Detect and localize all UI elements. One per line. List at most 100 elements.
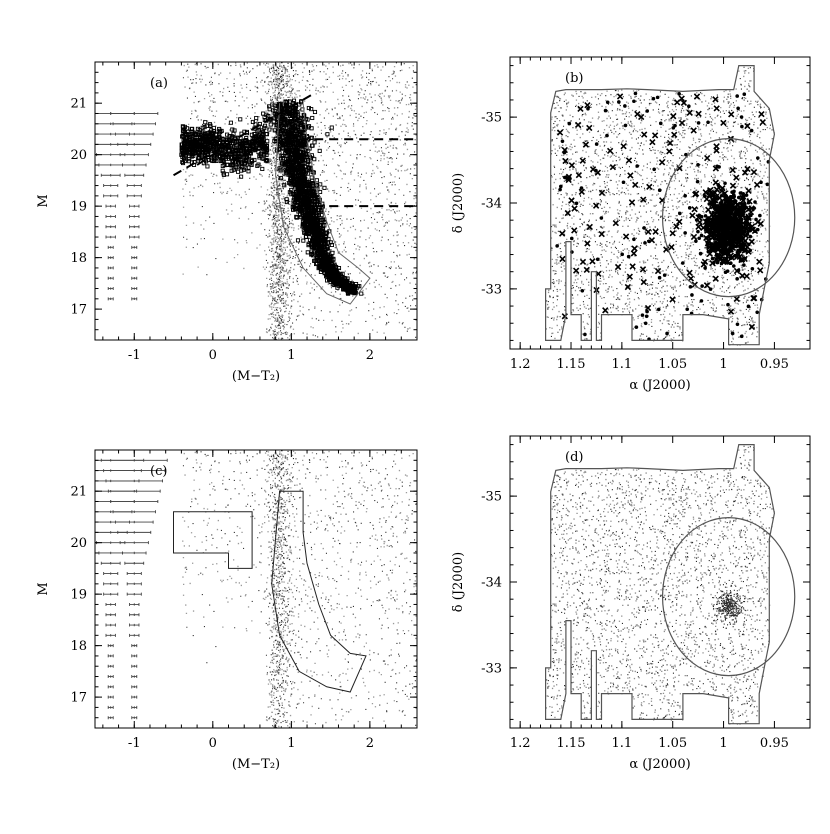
member-cross xyxy=(717,226,724,233)
member-star xyxy=(280,161,285,166)
x-tick-label: 1 xyxy=(719,357,727,372)
member-cross xyxy=(731,225,738,233)
member-star xyxy=(192,146,197,151)
plot-area xyxy=(95,62,417,340)
member-star xyxy=(306,212,312,217)
member-dot xyxy=(755,227,760,232)
member-star xyxy=(286,110,291,116)
member-cross xyxy=(712,179,719,186)
member-dot xyxy=(729,233,734,238)
member-cross xyxy=(733,174,740,181)
member-star xyxy=(265,139,270,144)
error-bar xyxy=(129,235,140,239)
member-dot xyxy=(738,191,743,195)
member-star xyxy=(211,158,217,164)
member-star xyxy=(228,120,233,125)
member-dot xyxy=(728,261,733,266)
member-cross xyxy=(568,162,576,169)
member-star xyxy=(252,157,257,163)
member-dot xyxy=(739,334,744,339)
member-star xyxy=(317,223,323,228)
member-cross xyxy=(759,119,766,126)
member-cross xyxy=(568,197,575,204)
member-dot xyxy=(706,216,710,220)
panel-letter: (d) xyxy=(565,450,583,465)
member-star xyxy=(181,124,186,129)
member-cross xyxy=(753,181,761,188)
x-tick-label: -1 xyxy=(128,736,141,751)
member-star xyxy=(340,271,345,276)
member-dot xyxy=(731,192,736,197)
error-bar xyxy=(107,287,114,291)
member-dot xyxy=(715,233,720,238)
member-dot xyxy=(695,179,700,184)
member-cross xyxy=(575,171,583,179)
plot-area xyxy=(95,450,417,728)
member-dot xyxy=(708,287,713,291)
member-star xyxy=(240,161,245,166)
error-bar xyxy=(114,132,154,136)
error-bar xyxy=(107,664,114,668)
member-star xyxy=(230,149,235,154)
member-dot xyxy=(742,229,747,234)
member-star xyxy=(342,286,347,291)
member-star xyxy=(256,149,261,155)
error-bar xyxy=(107,297,114,301)
member-cross xyxy=(724,247,731,254)
member-star xyxy=(249,161,254,166)
error-bar xyxy=(95,530,128,534)
member-star xyxy=(244,151,250,156)
member-star xyxy=(286,141,292,146)
member-cross xyxy=(627,172,634,179)
member-dot xyxy=(753,200,757,204)
member-star xyxy=(254,115,259,121)
member-dot xyxy=(731,244,736,249)
member-star xyxy=(188,137,193,142)
member-star xyxy=(210,147,215,152)
member-cross xyxy=(562,157,569,165)
member-dot xyxy=(656,307,661,312)
member-cross xyxy=(644,304,652,312)
error-bar xyxy=(107,685,114,689)
member-dot xyxy=(605,133,609,138)
member-star xyxy=(359,291,364,296)
error-bar xyxy=(105,623,116,627)
member-dot xyxy=(736,106,740,111)
member-cross xyxy=(673,223,680,230)
member-star xyxy=(322,223,327,228)
member-star xyxy=(206,147,211,152)
member-cross xyxy=(612,219,619,227)
member-cross xyxy=(692,191,699,198)
member-star xyxy=(224,147,229,152)
member-star xyxy=(278,136,283,141)
member-star xyxy=(202,145,207,150)
survey-footprint-outline xyxy=(545,65,776,346)
member-star xyxy=(209,131,214,136)
member-star xyxy=(295,187,300,192)
member-dot xyxy=(657,275,662,280)
member-dot xyxy=(683,193,687,198)
member-star xyxy=(207,142,212,147)
member-dot xyxy=(740,124,744,129)
member-star xyxy=(294,183,299,188)
member-star xyxy=(323,246,328,252)
member-star xyxy=(354,286,359,291)
error-bar xyxy=(107,695,114,699)
member-dot xyxy=(647,239,651,244)
error-bar xyxy=(107,489,161,493)
member-star xyxy=(301,112,306,117)
member-cross xyxy=(565,176,572,184)
member-star xyxy=(302,144,307,149)
member-star xyxy=(306,226,311,231)
member-cross xyxy=(564,209,571,217)
error-bar xyxy=(129,623,140,627)
member-cross xyxy=(741,169,749,176)
y-tick-label: 19 xyxy=(70,200,87,215)
panel-c-cmd: -1 0 1 2 17 18 19 20 21 (M−T₂) M (c) xyxy=(36,449,418,772)
error-bar xyxy=(126,572,142,576)
member-star xyxy=(219,128,224,134)
member-star xyxy=(260,166,265,171)
panel-letter: (c) xyxy=(150,464,167,479)
error-bar xyxy=(95,122,133,126)
member-star xyxy=(277,166,282,171)
